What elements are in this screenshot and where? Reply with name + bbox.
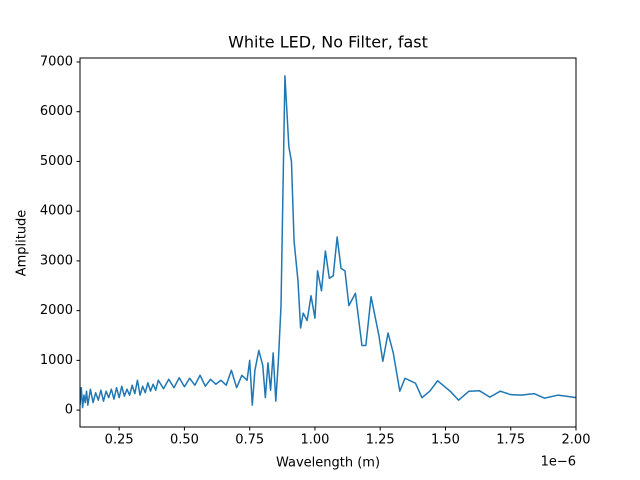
y-tick-label: 2000 — [40, 303, 73, 318]
x-tick-label: 0.50 — [170, 433, 199, 448]
x-tick-label: 1.25 — [366, 433, 395, 448]
x-tick-label: 1.00 — [300, 433, 329, 448]
y-axis-label: Amplitude — [15, 210, 30, 277]
x-tick-label: 0.75 — [235, 433, 264, 448]
y-tick-label: 5000 — [40, 154, 73, 169]
x-tick-label: 1.75 — [496, 433, 525, 448]
x-axis-label: Wavelength (m) — [276, 456, 380, 471]
y-tick-label: 7000 — [40, 54, 73, 69]
plot-frame — [79, 57, 577, 428]
y-tick-label: 4000 — [40, 204, 73, 219]
x-tick-label: 0.25 — [105, 433, 134, 448]
y-tick-label: 0 — [65, 403, 73, 418]
y-tick-label: 3000 — [40, 253, 73, 268]
chart-title: White LED, No Filter, fast — [228, 33, 428, 52]
x-tick-label: 1.50 — [431, 433, 460, 448]
data-line — [80, 75, 576, 409]
x-offset-label: 1e−6 — [541, 455, 576, 470]
y-tick-label: 1000 — [40, 353, 73, 368]
y-tick-label: 6000 — [40, 104, 73, 119]
x-tick-label: 2.00 — [562, 433, 591, 448]
